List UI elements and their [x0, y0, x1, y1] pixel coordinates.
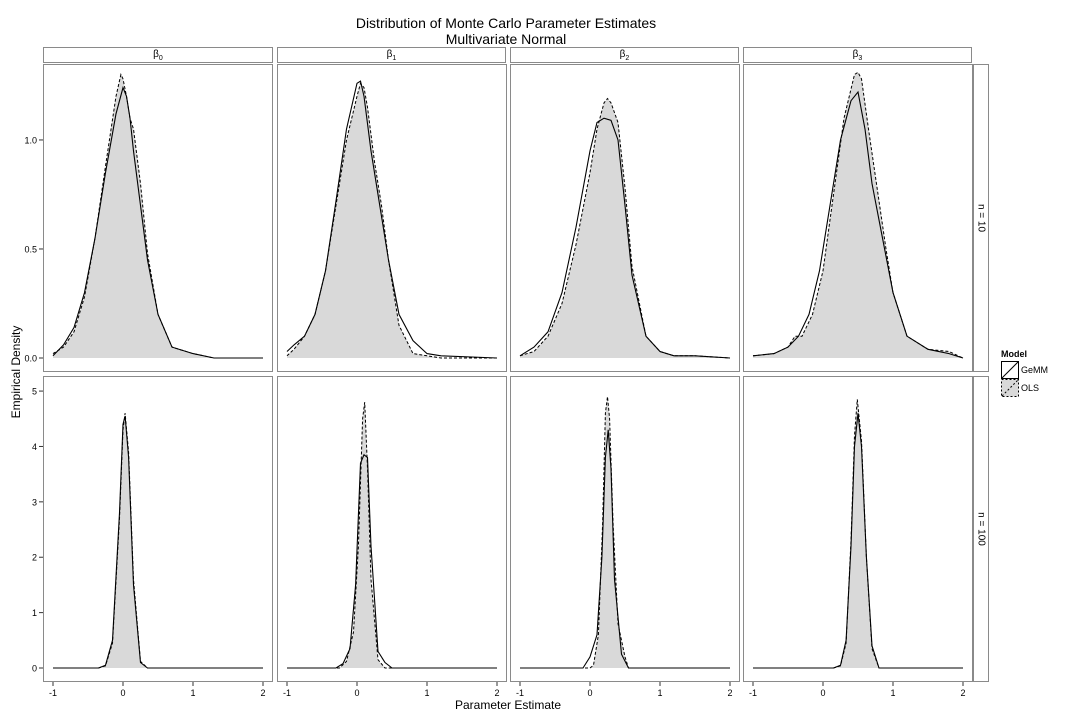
strip-row-1: n = 100	[973, 376, 989, 682]
ols-density-area	[520, 396, 730, 668]
x-tick-label: 0	[820, 688, 825, 698]
x-tick-label: 2	[960, 688, 965, 698]
gemm-density-line	[520, 429, 730, 669]
strip-col-2: β2	[510, 47, 739, 63]
y-tick-label: 1	[32, 608, 37, 618]
panel-border	[43, 64, 273, 372]
panel-border	[277, 376, 507, 682]
chart-subtitle: Multivariate Normal	[445, 31, 567, 47]
strip-col-sub: 0	[158, 55, 163, 62]
gemm-density-line	[287, 453, 497, 669]
y-tick-label: 0	[32, 664, 37, 674]
legend-key-gemm	[1001, 361, 1019, 379]
y-tick-label: 1.0	[24, 135, 37, 145]
legend-key-ols	[1001, 379, 1019, 397]
chart-title: Distribution of Monte Carlo Parameter Es…	[355, 15, 657, 31]
legend-label-gemm: GeMM	[1021, 365, 1048, 375]
x-tick-label: 2	[494, 688, 499, 698]
y-tick-label: 0.5	[24, 244, 37, 254]
strip-col-label: β	[852, 49, 859, 60]
ols-density-line	[520, 396, 730, 669]
y-tick-label: 2	[32, 553, 37, 563]
strip-col-3: β3	[743, 47, 972, 63]
x-tick-label: -1	[516, 688, 524, 698]
ols-density-line	[287, 402, 497, 669]
strip-col-label: β	[386, 49, 393, 60]
panel-border	[743, 376, 973, 682]
x-tick-label: -1	[749, 688, 757, 698]
x-tick-label: 0	[354, 688, 359, 698]
panel-border	[510, 64, 740, 372]
y-tick-label: 0.0	[24, 354, 37, 364]
x-tick-label: 2	[727, 688, 732, 698]
gemm-density-line	[752, 90, 964, 359]
x-tick-label: 1	[424, 688, 429, 698]
legend-title: Model	[1001, 349, 1027, 359]
strip-col-sub: 1	[392, 55, 397, 62]
strip-col-label: β	[619, 49, 626, 60]
strip-col-sub: 2	[625, 55, 630, 62]
ols-density-area	[287, 83, 497, 359]
x-tick-label: 0	[120, 688, 125, 698]
legend: Model GeMM OLS	[1001, 349, 1048, 397]
legend-item-gemm: GeMM	[1001, 361, 1048, 379]
gemm-density-line	[753, 413, 963, 669]
y-tick-label: 5	[32, 387, 37, 397]
panel-border	[743, 64, 973, 372]
ols-density-line	[53, 413, 263, 669]
strip-col-1: β1	[277, 47, 506, 63]
x-tick-label: 0	[587, 688, 592, 698]
legend-item-ols: OLS	[1001, 379, 1048, 397]
x-tick-label: 1	[890, 688, 895, 698]
x-tick-label: 2	[260, 688, 265, 698]
strip-col-sub: 3	[858, 55, 863, 62]
panel-border	[510, 376, 740, 682]
y-tick-label: 3	[32, 497, 37, 507]
panel-border	[277, 64, 507, 372]
strip-row-0: n = 10	[973, 64, 989, 372]
gemm-density-line	[52, 85, 263, 359]
ols-density-area	[53, 413, 263, 668]
panel-border	[43, 376, 273, 682]
legend-label-ols: OLS	[1021, 383, 1040, 393]
ols-density-area	[753, 72, 963, 359]
gemm-density-line	[519, 117, 731, 359]
ols-density-area	[753, 399, 963, 668]
x-axis-label: Parameter Estimate	[454, 698, 562, 712]
ols-density-area	[53, 74, 263, 358]
y-axis-label: Empirical Density	[9, 325, 23, 419]
strip-col-0: β0	[43, 47, 273, 63]
x-tick-label: -1	[283, 688, 291, 698]
x-tick-label: -1	[49, 688, 57, 698]
ols-density-area	[287, 402, 497, 668]
y-tick-label: 4	[32, 442, 37, 452]
strip-col-label: β	[153, 49, 159, 60]
gemm-density-line	[286, 80, 498, 359]
ols-density-area	[520, 98, 730, 358]
gemm-density-line	[53, 415, 263, 669]
x-tick-label: 1	[657, 688, 662, 698]
x-tick-label: 1	[190, 688, 195, 698]
